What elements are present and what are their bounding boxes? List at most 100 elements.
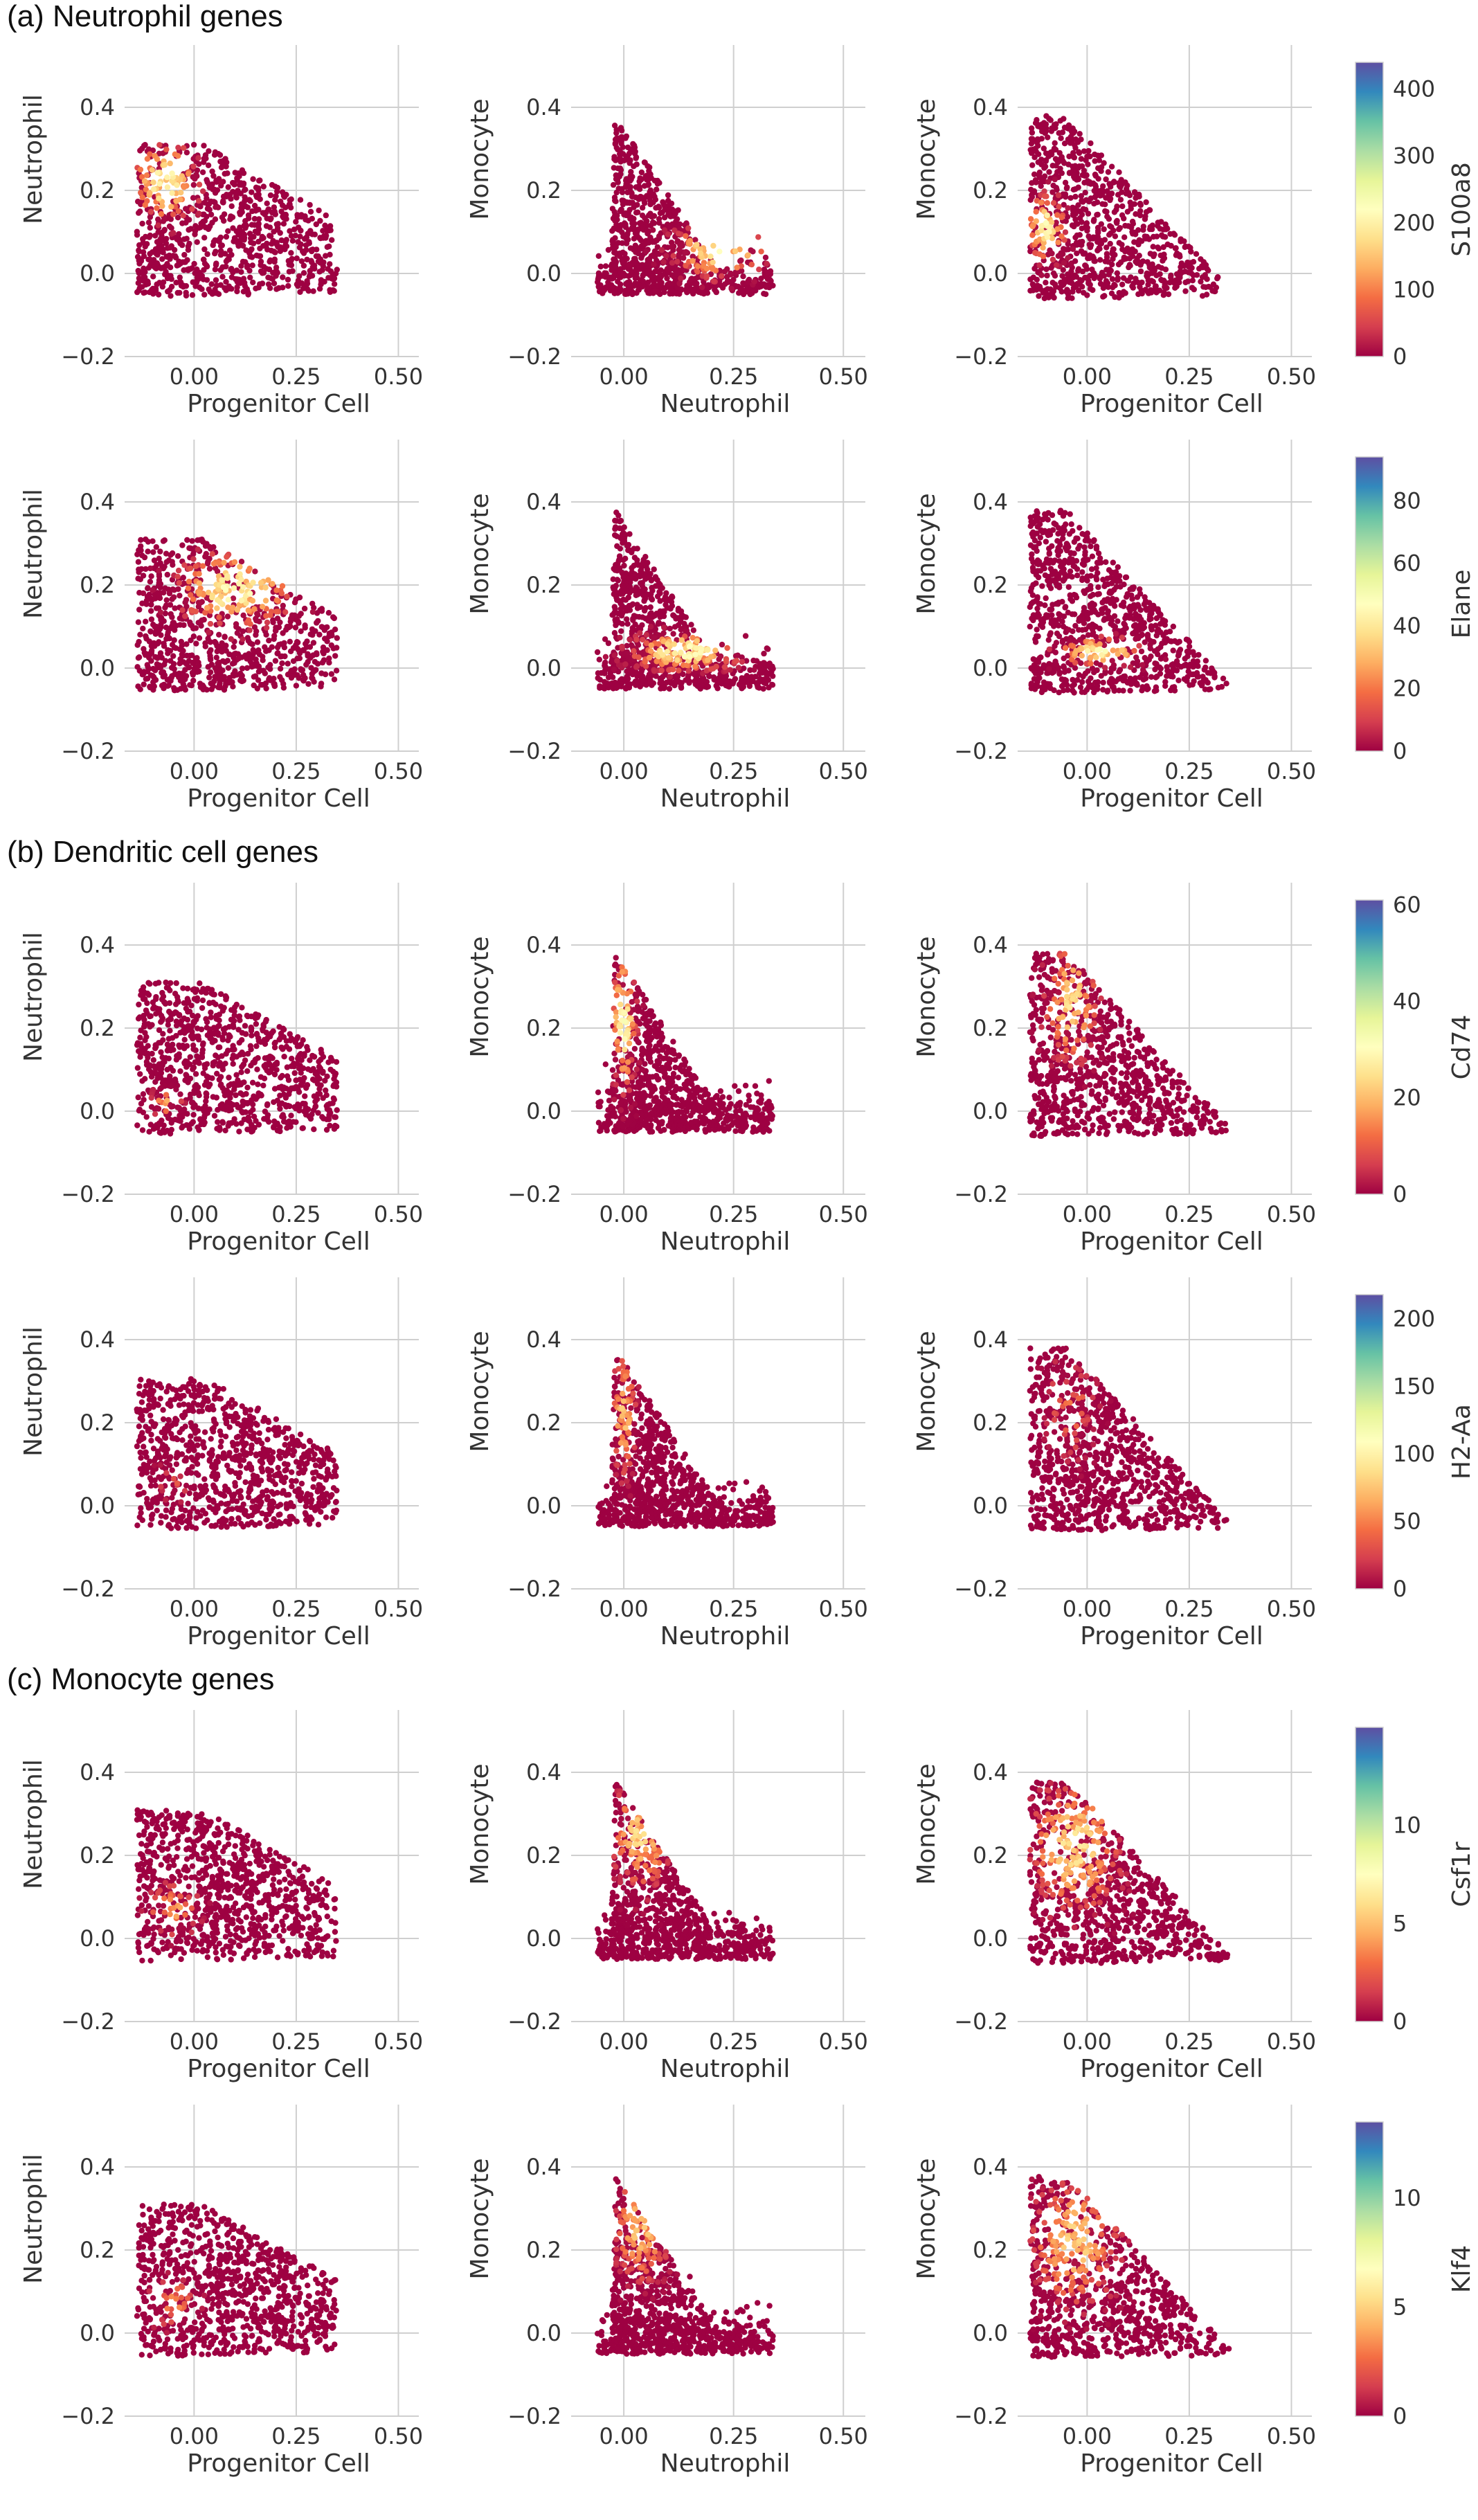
data-point xyxy=(278,208,284,214)
data-point xyxy=(618,282,623,287)
data-point xyxy=(214,655,219,660)
data-point xyxy=(1094,248,1100,253)
data-point xyxy=(233,621,239,627)
data-point xyxy=(150,286,156,291)
data-point xyxy=(1122,223,1128,228)
data-point xyxy=(171,661,177,667)
data-point xyxy=(191,633,197,639)
data-point xyxy=(613,622,618,628)
data-point xyxy=(1043,220,1049,226)
data-point xyxy=(755,234,761,240)
data-point xyxy=(178,190,183,195)
data-point xyxy=(290,238,296,244)
data-point xyxy=(186,241,192,246)
data-point xyxy=(665,641,670,647)
data-point xyxy=(226,184,231,190)
data-point xyxy=(190,556,196,561)
data-point xyxy=(1067,262,1073,267)
data-point xyxy=(220,198,226,204)
data-point xyxy=(1082,591,1088,596)
data-point xyxy=(322,636,327,641)
data-point xyxy=(695,264,701,269)
data-point xyxy=(1046,169,1052,174)
data-point xyxy=(196,210,201,216)
data-point xyxy=(139,600,145,606)
data-point xyxy=(211,239,217,244)
data-point xyxy=(140,626,145,631)
data-point xyxy=(197,589,202,595)
data-point xyxy=(309,627,315,632)
data-point xyxy=(651,668,657,674)
data-point xyxy=(240,613,246,618)
data-point xyxy=(201,291,207,297)
data-point xyxy=(1058,233,1064,239)
data-point xyxy=(147,256,152,262)
x-tick-label: 0.50 xyxy=(819,363,868,390)
data-point xyxy=(1080,172,1085,178)
data-point xyxy=(1046,229,1052,235)
data-point xyxy=(1028,197,1034,203)
data-point xyxy=(692,651,698,657)
data-point xyxy=(1056,552,1061,558)
data-point xyxy=(293,219,298,224)
data-point xyxy=(195,155,201,161)
x-tick-label: 0.50 xyxy=(819,758,868,784)
data-point xyxy=(193,640,199,646)
data-point xyxy=(237,564,242,569)
data-point xyxy=(1182,288,1188,294)
data-point xyxy=(250,262,255,268)
data-point xyxy=(190,597,196,602)
data-point xyxy=(267,675,272,681)
data-point xyxy=(1144,271,1150,276)
data-point xyxy=(318,681,324,686)
data-point xyxy=(307,202,312,208)
x-tick-label: 0.25 xyxy=(709,758,758,784)
data-point xyxy=(683,233,688,239)
data-point xyxy=(214,605,219,611)
scatter-points xyxy=(595,123,776,297)
data-point xyxy=(286,258,291,264)
y-tick-label: −0.2 xyxy=(61,343,115,370)
data-point xyxy=(309,247,314,253)
data-point xyxy=(213,217,218,222)
data-point xyxy=(761,651,766,656)
data-point xyxy=(150,539,155,544)
data-point xyxy=(728,286,734,291)
data-point xyxy=(329,642,334,648)
data-point xyxy=(298,611,304,616)
data-point xyxy=(635,605,640,611)
data-point xyxy=(250,177,255,182)
data-point xyxy=(210,551,215,557)
data-point xyxy=(165,572,170,577)
data-point xyxy=(280,189,285,195)
data-point xyxy=(714,664,719,669)
data-point xyxy=(1127,687,1133,693)
data-point xyxy=(1067,195,1073,201)
data-point xyxy=(282,609,288,615)
data-point xyxy=(1089,566,1094,572)
data-point xyxy=(1038,273,1044,278)
data-point xyxy=(298,666,303,672)
data-point xyxy=(154,641,159,647)
data-point xyxy=(1114,579,1119,584)
data-point xyxy=(1092,158,1097,163)
data-point xyxy=(304,638,309,644)
data-point xyxy=(1037,170,1043,175)
data-point xyxy=(218,235,224,240)
data-point xyxy=(177,593,182,598)
data-point xyxy=(167,636,172,641)
data-point xyxy=(258,259,264,264)
data-point xyxy=(158,609,163,615)
data-point xyxy=(325,244,330,250)
data-point xyxy=(1106,169,1111,174)
scatter-points xyxy=(1027,507,1229,695)
data-point xyxy=(217,620,222,626)
data-point xyxy=(732,676,738,681)
data-point xyxy=(183,290,189,296)
data-point xyxy=(1034,606,1040,611)
data-point xyxy=(1072,235,1078,240)
data-point xyxy=(280,274,285,280)
y-tick-label: 0.2 xyxy=(973,177,1008,204)
